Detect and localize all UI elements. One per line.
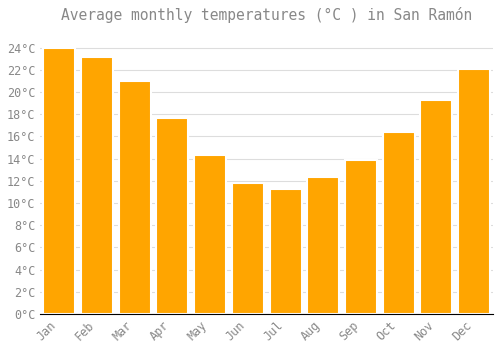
- Bar: [156, 118, 188, 314]
- Bar: [232, 183, 264, 314]
- Bar: [81, 57, 113, 314]
- Bar: [420, 100, 452, 314]
- Bar: [270, 189, 302, 314]
- Bar: [458, 69, 490, 314]
- Title: Average monthly temperatures (°C ) in San Ramón: Average monthly temperatures (°C ) in Sa…: [61, 7, 472, 23]
- Bar: [194, 155, 226, 314]
- Bar: [43, 48, 75, 314]
- Bar: [345, 160, 377, 314]
- Bar: [382, 132, 415, 314]
- Bar: [118, 81, 150, 314]
- Bar: [307, 177, 340, 314]
